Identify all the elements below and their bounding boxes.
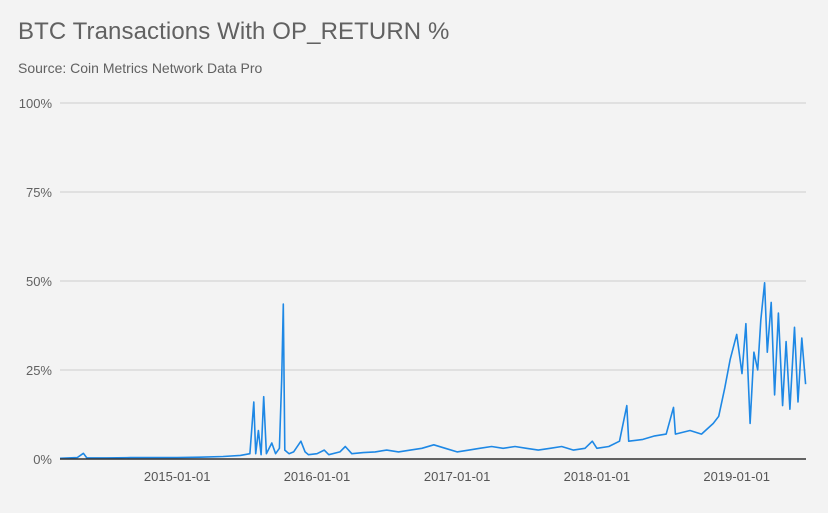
chart-title: BTC Transactions With OP_RETURN % xyxy=(18,18,450,45)
y-tick-label: 0% xyxy=(33,452,52,467)
y-axis-ticks: 0% 25% 50% 75% 100% xyxy=(19,96,53,467)
y-tick-label: 50% xyxy=(26,274,52,289)
y-tick-label: 100% xyxy=(19,96,53,111)
x-tick-label: 2019-01-01 xyxy=(703,469,770,484)
x-tick-label: 2017-01-01 xyxy=(424,469,491,484)
x-axis-ticks: 2015-01-01 2016-01-01 2017-01-01 2018-01-01… xyxy=(144,469,770,484)
x-tick-label: 2015-01-01 xyxy=(144,469,211,484)
series-layer xyxy=(59,282,807,460)
y-tick-label: 75% xyxy=(26,185,52,200)
series-line xyxy=(59,282,807,460)
y-tick-label: 25% xyxy=(26,363,52,378)
gridlines xyxy=(60,102,806,371)
chart-subtitle: Source: Coin Metrics Network Data Pro xyxy=(18,60,263,76)
x-tick-label: 2018-01-01 xyxy=(564,469,631,484)
x-tick-label: 2016-01-01 xyxy=(284,469,351,484)
